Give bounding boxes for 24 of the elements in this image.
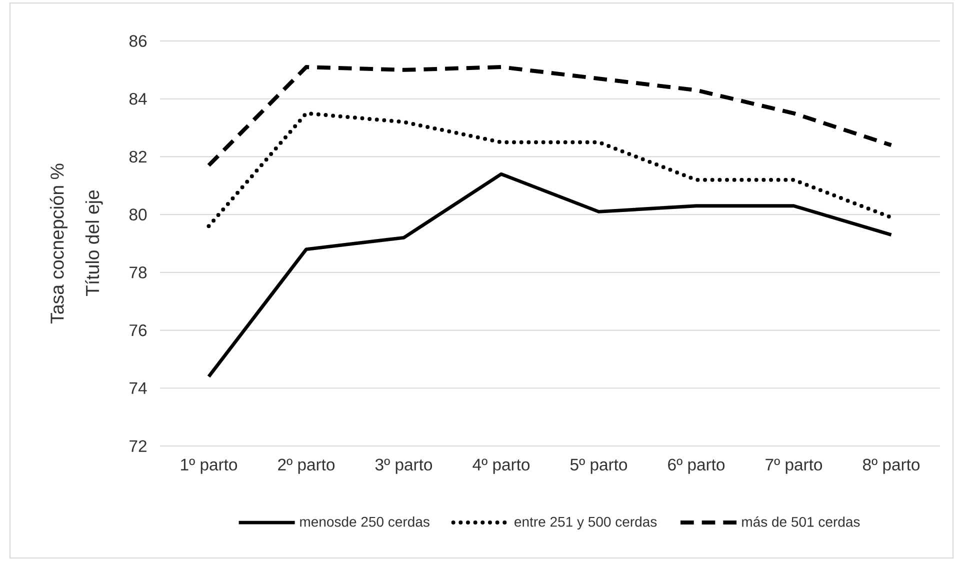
y-tick-label: 78 [130,266,147,278]
line-series [206,65,894,168]
x-tick-label: 1º parto [181,458,238,474]
y-tick-label: 80 [129,208,147,220]
legend-label: más de 501 cerdas [742,516,860,527]
y-tick-label: 82 [129,150,146,163]
x-tick-label: 3º parto [375,458,432,474]
y-tick-label: 76 [130,324,147,336]
x-tick-label: 5º parto [570,458,628,474]
x-tick-label: 6º parto [668,458,725,474]
legend-label: entre 251 y 500 cerdas [514,516,657,530]
text: Título del eje [85,190,103,296]
line-series [206,111,894,228]
y-axis-title: Tasa cocnepción % [50,164,68,324]
x-tick-label: 8º parto [863,458,920,474]
x-tick-label: 7º parto [766,458,822,474]
x-tick-label: 4º parto [472,458,530,474]
y-tick-label: 74 [130,382,147,394]
x-tick-label: 2º parto [278,458,335,474]
legend-label: menosde 250 cerdas [300,516,430,527]
y-tick-label: 72 [130,440,146,452]
line-series [207,172,893,378]
y-tick-label: 86 [129,35,147,47]
y-tick-label: 84 [129,92,147,105]
